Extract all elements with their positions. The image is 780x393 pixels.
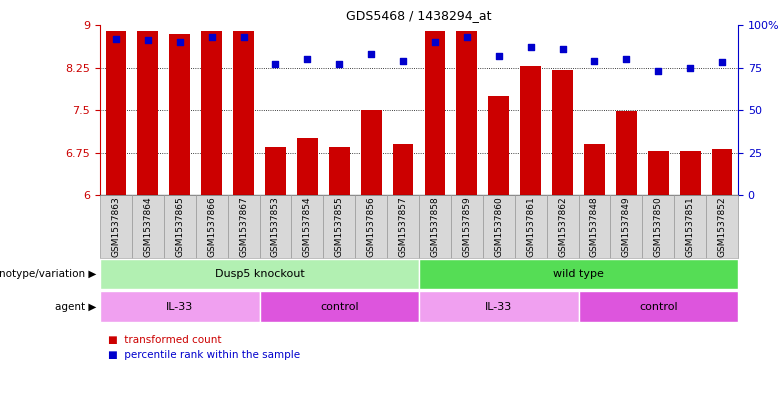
Point	[333, 61, 346, 67]
Bar	[642, 195, 674, 258]
Text: GSM1537859: GSM1537859	[463, 196, 471, 257]
Bar	[488, 96, 509, 195]
Text: GSM1537853: GSM1537853	[271, 196, 280, 257]
Bar	[137, 31, 158, 195]
Bar	[132, 195, 164, 258]
Point	[142, 37, 154, 44]
Text: IL-33: IL-33	[166, 301, 193, 312]
Bar	[424, 31, 445, 195]
Bar	[169, 33, 190, 195]
Bar	[680, 151, 700, 195]
Bar	[392, 144, 413, 195]
Bar	[520, 66, 541, 195]
Bar	[228, 195, 260, 258]
Text: control: control	[320, 301, 359, 312]
Bar	[164, 195, 196, 258]
Bar	[196, 195, 228, 258]
Point	[620, 56, 633, 62]
Bar	[451, 195, 483, 258]
Text: GSM1537864: GSM1537864	[144, 196, 152, 257]
Text: IL-33: IL-33	[485, 301, 512, 312]
Bar	[265, 147, 285, 195]
Bar	[579, 195, 611, 258]
Point	[110, 35, 122, 42]
Bar	[711, 149, 732, 195]
Bar	[100, 259, 419, 289]
Point	[684, 64, 697, 71]
Text: GSM1537851: GSM1537851	[686, 196, 695, 257]
Text: wild type: wild type	[553, 269, 604, 279]
Text: GSM1537856: GSM1537856	[367, 196, 376, 257]
Bar	[233, 31, 254, 195]
Bar	[201, 31, 222, 195]
Bar	[579, 291, 738, 322]
Bar	[674, 195, 706, 258]
Text: ■  transformed count: ■ transformed count	[108, 335, 222, 345]
Bar	[419, 195, 451, 258]
Title: GDS5468 / 1438294_at: GDS5468 / 1438294_at	[346, 9, 491, 22]
Point	[652, 68, 665, 74]
Bar	[648, 151, 668, 195]
Bar	[361, 110, 381, 195]
Text: GSM1537857: GSM1537857	[399, 196, 407, 257]
Text: GSM1537867: GSM1537867	[239, 196, 248, 257]
Point	[716, 59, 729, 66]
Bar	[260, 291, 419, 322]
Text: GSM1537852: GSM1537852	[718, 196, 726, 257]
Bar	[611, 195, 642, 258]
Bar	[387, 195, 419, 258]
Bar	[515, 195, 547, 258]
Point	[524, 44, 537, 50]
Text: GSM1537858: GSM1537858	[431, 196, 439, 257]
Text: GSM1537854: GSM1537854	[303, 196, 312, 257]
Point	[365, 51, 378, 57]
Text: GSM1537860: GSM1537860	[495, 196, 503, 257]
Point	[205, 34, 218, 40]
Bar	[292, 195, 323, 258]
Text: control: control	[639, 301, 678, 312]
Bar	[100, 291, 260, 322]
Bar	[483, 195, 515, 258]
Text: GSM1537848: GSM1537848	[590, 196, 599, 257]
Text: GSM1537863: GSM1537863	[112, 196, 120, 257]
Bar	[105, 31, 126, 195]
Point	[237, 34, 250, 40]
Point	[173, 39, 186, 45]
Point	[301, 56, 314, 62]
Bar	[260, 195, 292, 258]
Bar	[706, 195, 738, 258]
Bar	[616, 111, 636, 195]
Text: GSM1537861: GSM1537861	[526, 196, 535, 257]
Point	[429, 39, 441, 45]
Point	[556, 46, 569, 52]
Point	[588, 57, 601, 64]
Bar	[323, 195, 355, 258]
Point	[492, 52, 505, 59]
Point	[461, 34, 473, 40]
Point	[269, 61, 282, 67]
Text: GSM1537865: GSM1537865	[176, 196, 184, 257]
Text: GSM1537866: GSM1537866	[207, 196, 216, 257]
Bar	[297, 138, 317, 195]
Text: GSM1537849: GSM1537849	[622, 196, 631, 257]
Bar	[456, 31, 477, 195]
Text: GSM1537862: GSM1537862	[558, 196, 567, 257]
Bar	[552, 70, 573, 195]
Bar	[419, 291, 579, 322]
Text: GSM1537855: GSM1537855	[335, 196, 344, 257]
Text: genotype/variation ▶: genotype/variation ▶	[0, 269, 96, 279]
Bar	[329, 147, 349, 195]
Bar	[355, 195, 387, 258]
Bar	[100, 195, 132, 258]
Text: Dusp5 knockout: Dusp5 knockout	[215, 269, 304, 279]
Bar	[419, 259, 738, 289]
Text: GSM1537850: GSM1537850	[654, 196, 663, 257]
Bar	[584, 144, 604, 195]
Point	[397, 57, 410, 64]
Bar	[547, 195, 579, 258]
Text: ■  percentile rank within the sample: ■ percentile rank within the sample	[108, 350, 300, 360]
Text: agent ▶: agent ▶	[55, 301, 96, 312]
